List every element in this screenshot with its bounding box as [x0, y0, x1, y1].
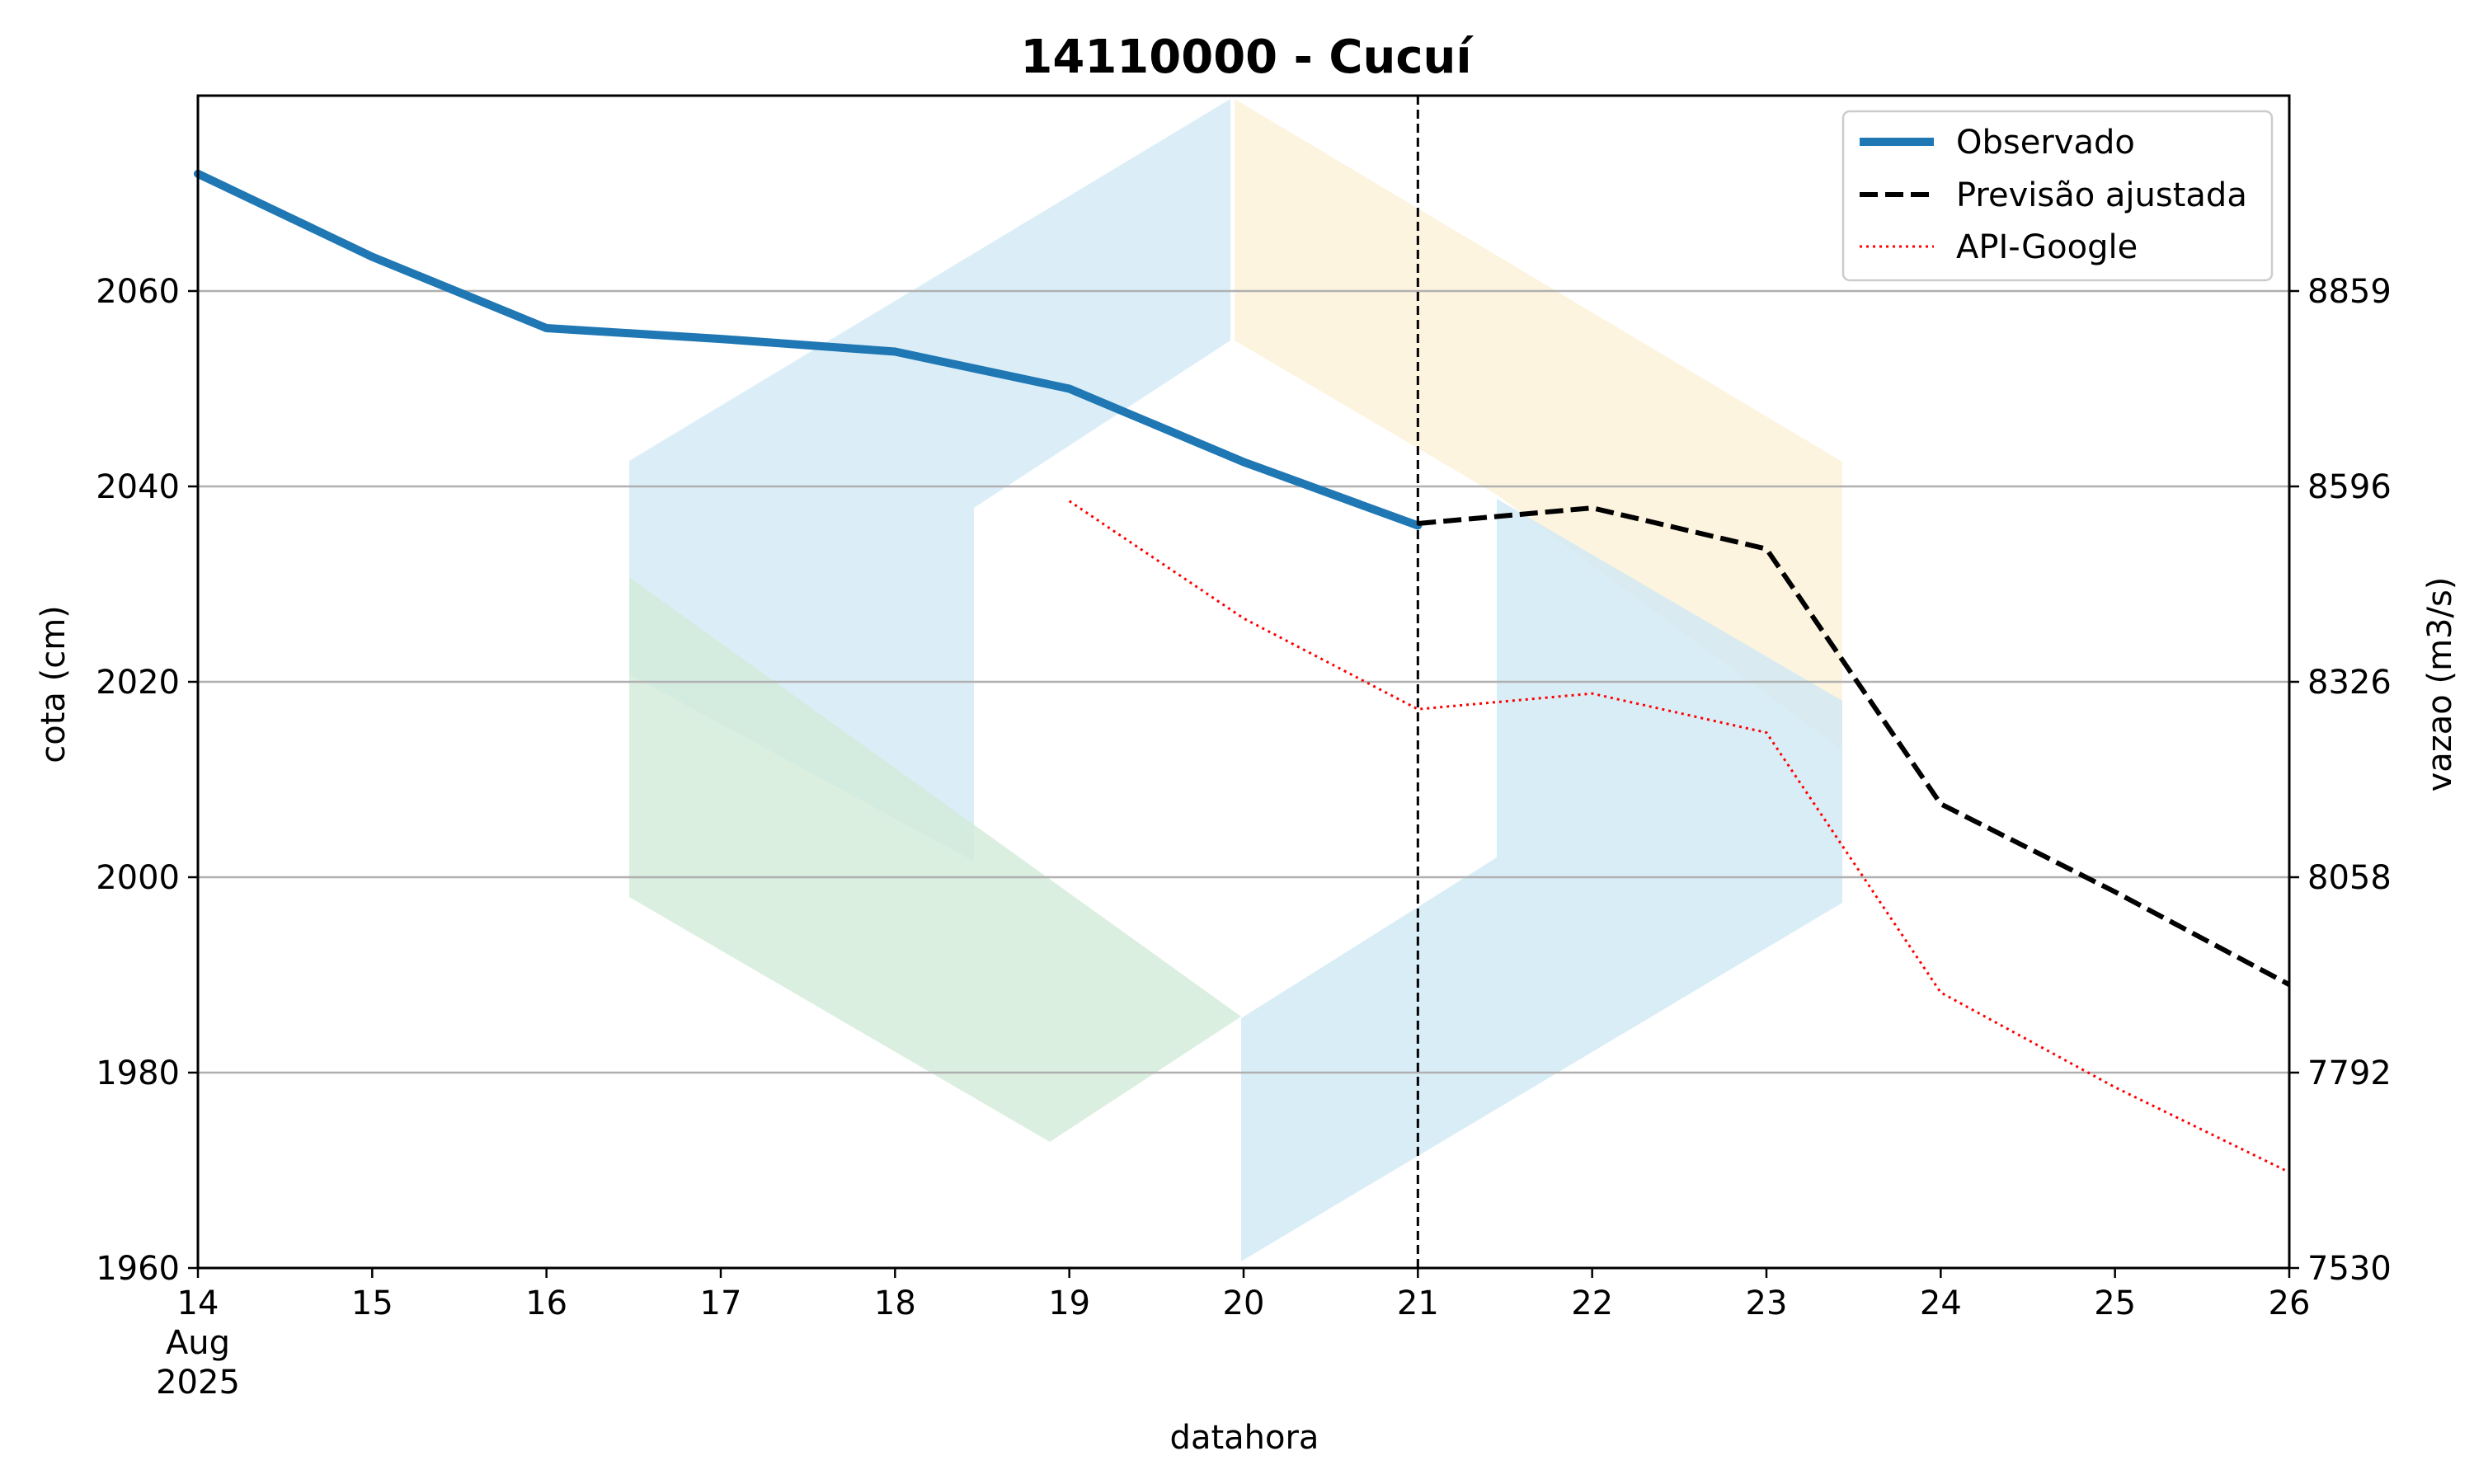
- legend: Observado Previsão ajustada API-Google: [1841, 110, 2274, 282]
- y-tick-label: 2040: [96, 468, 180, 506]
- x-tick-label: 23: [1746, 1284, 1788, 1322]
- series-line-1: [194, 169, 1423, 530]
- y2-tick-label: 8326: [2307, 664, 2392, 702]
- y-tick-label: 1980: [96, 1054, 180, 1092]
- x-tick-label: 22: [1571, 1284, 1613, 1322]
- x-tick-label: 17: [700, 1284, 742, 1322]
- x-tick-label: 19: [1048, 1284, 1090, 1322]
- y2-tick-label: 8859: [2307, 273, 2392, 311]
- y2-tick-label: 7792: [2307, 1054, 2392, 1092]
- y-tick-label: 2020: [96, 664, 180, 702]
- watermark-logo: [629, 99, 1842, 1261]
- x-tick-label: 16: [525, 1284, 567, 1322]
- x-tick-label: 26: [2269, 1284, 2311, 1322]
- y2-tick-label: 8596: [2307, 468, 2392, 506]
- y-axis-ticks: 1960 1980 2000 2020 2040 2060: [96, 273, 198, 1288]
- legend-label-previsao: Previsão ajustada: [1956, 176, 2247, 214]
- y2-tick-label: 8058: [2307, 859, 2392, 897]
- x-tick-label: 21: [1397, 1284, 1439, 1322]
- x-tick-sublabel: Aug: [166, 1324, 230, 1362]
- series-line-2: [1418, 505, 2291, 987]
- y-tick-label: 1960: [96, 1250, 180, 1288]
- x-tick-label: 20: [1223, 1284, 1265, 1322]
- x-tick-sublabel: 2025: [156, 1364, 240, 1402]
- y-grid-lines: [198, 289, 2289, 1074]
- y-tick-label: 2060: [96, 273, 180, 311]
- y2-axis-label: vazao (m3/s): [2421, 577, 2459, 792]
- x-axis-label: datahora: [1170, 1419, 1319, 1457]
- y-axis-label: cota (cm): [35, 605, 73, 763]
- y-tick-label: 2000: [96, 859, 180, 897]
- legend-box: [1841, 110, 2274, 282]
- x-tick-label: 14: [177, 1284, 219, 1322]
- x-tick-label: 15: [351, 1284, 393, 1322]
- x-tick-label: 25: [2094, 1284, 2136, 1322]
- series-lines: [194, 169, 2291, 1174]
- x-tick-label: 18: [874, 1284, 916, 1322]
- legend-label-api-google: API-Google: [1956, 228, 2138, 266]
- x-tick-label: 24: [1920, 1284, 1962, 1322]
- y2-axis-ticks: 7530 7792 8058 8326 8596 8859: [2289, 273, 2392, 1288]
- y2-tick-label: 7530: [2307, 1250, 2392, 1288]
- legend-label-observado: Observado: [1956, 124, 2135, 162]
- chart-title: 14110000 - Cucuí: [1020, 31, 1474, 84]
